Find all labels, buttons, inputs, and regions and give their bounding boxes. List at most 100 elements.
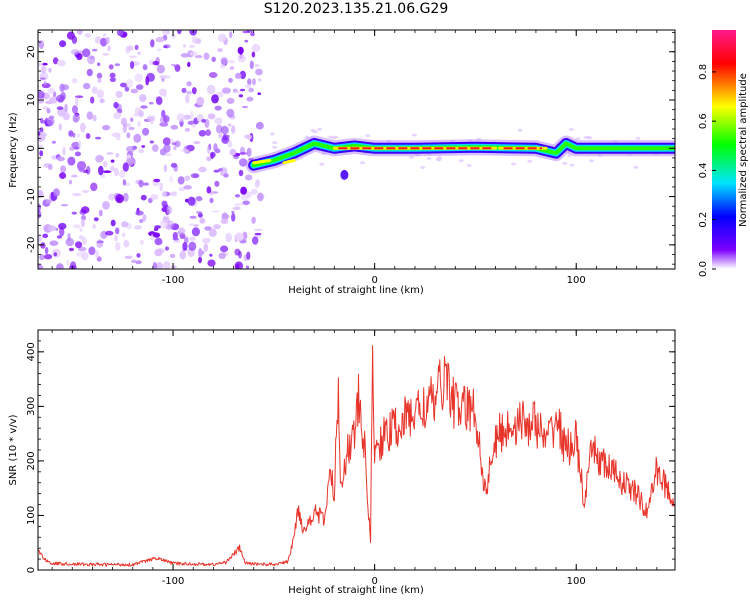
noise-blob <box>205 129 212 137</box>
noise-blob <box>58 222 67 230</box>
noise-blob <box>145 76 150 86</box>
noise-blob <box>254 232 262 236</box>
noise-blob <box>219 64 226 69</box>
noise-blob <box>466 163 472 167</box>
noise-blob <box>251 51 256 58</box>
noise-blob <box>96 89 105 99</box>
noise-blob <box>92 224 96 229</box>
noise-blob <box>207 259 216 267</box>
noise-blob <box>80 206 90 214</box>
noise-blob <box>123 239 130 248</box>
noise-blob <box>38 263 44 269</box>
noise-blob <box>39 150 44 157</box>
noise-blob <box>180 148 190 153</box>
noise-blob <box>45 199 52 204</box>
noise-blob <box>231 210 235 214</box>
noise-blob <box>115 153 120 158</box>
noise-blob <box>148 101 154 105</box>
noise-blob <box>198 256 202 264</box>
noise-blob <box>235 194 240 198</box>
noise-blob <box>633 165 639 169</box>
noise-blob <box>142 214 147 222</box>
noise-blob <box>74 151 81 157</box>
noise-blob <box>218 252 226 260</box>
noise-blob <box>527 159 533 163</box>
noise-blob <box>227 140 233 148</box>
noise-blob <box>92 48 98 52</box>
noise-blob <box>44 247 49 255</box>
noise-blob <box>142 64 148 71</box>
noise-blob <box>242 200 250 206</box>
noise-blob <box>115 227 120 235</box>
noise-blob <box>150 194 159 200</box>
noise-blob <box>72 105 78 114</box>
noise-blob <box>171 142 177 146</box>
noise-blob <box>98 165 104 176</box>
noise-blob <box>134 225 142 230</box>
noise-blob <box>52 91 57 98</box>
noise-blob <box>80 122 86 133</box>
noise-blob <box>458 159 464 163</box>
noise-blob <box>170 265 177 269</box>
noise-blob <box>55 94 65 103</box>
noise-blob <box>152 60 159 66</box>
spectrogram-x-label: Height of straight line (km) <box>288 285 424 296</box>
noise-blob <box>157 248 165 254</box>
spectrogram-y-label: Frequency (Hz) <box>8 112 19 188</box>
noise-blob <box>589 159 595 163</box>
noise-blob <box>188 241 197 251</box>
noise-blob <box>102 170 112 173</box>
noise-blob <box>115 132 121 141</box>
noise-blob <box>183 236 189 244</box>
noise-blob <box>218 133 223 139</box>
noise-blob <box>169 176 173 183</box>
noise-blob <box>68 247 74 252</box>
noise-blob <box>131 259 137 264</box>
noise-blob <box>114 63 121 67</box>
noise-blob <box>164 246 170 251</box>
noise-blob <box>182 114 192 120</box>
noise-blob <box>109 72 116 79</box>
noise-blob <box>257 92 262 95</box>
noise-blob <box>153 232 161 238</box>
colorbar-tick-label: 0.6 <box>698 113 709 129</box>
noise-blob <box>156 64 165 74</box>
noise-blob <box>38 236 43 243</box>
noise-blob <box>51 140 57 144</box>
noise-blob <box>124 255 133 259</box>
noise-blob <box>156 262 163 269</box>
noise-blob <box>170 63 177 67</box>
noise-blob <box>184 127 190 132</box>
noise-blob <box>213 224 221 230</box>
spectrogram-y-tick-label: 20 <box>26 45 37 58</box>
noise-blob <box>254 181 259 189</box>
noise-blob <box>187 61 191 68</box>
noise-blob <box>99 98 105 104</box>
noise-blob <box>46 117 55 126</box>
noise-blob <box>138 110 144 118</box>
noise-blob <box>213 169 220 173</box>
noise-blob <box>137 51 141 55</box>
noise-blob <box>42 233 49 238</box>
ridge-side-blob <box>340 169 349 180</box>
noise-blob <box>317 127 323 131</box>
snr-series-group <box>38 345 675 567</box>
noise-blob <box>173 146 177 151</box>
noise-blob <box>155 37 165 43</box>
noise-blob <box>568 128 574 131</box>
noise-blob <box>245 84 252 89</box>
noise-blob <box>38 90 45 99</box>
noise-blob <box>226 108 235 118</box>
noise-blob <box>248 87 254 93</box>
noise-blob <box>217 33 227 42</box>
noise-blob <box>42 106 49 110</box>
noise-blob <box>166 205 173 215</box>
noise-blob <box>196 96 205 106</box>
noise-blob <box>233 155 240 160</box>
noise-blob <box>56 59 66 67</box>
colorbar-gradient <box>712 30 736 269</box>
noise-blob <box>135 210 144 216</box>
noise-blob <box>209 151 216 158</box>
noise-blob <box>184 175 191 181</box>
noise-blob <box>40 242 46 249</box>
